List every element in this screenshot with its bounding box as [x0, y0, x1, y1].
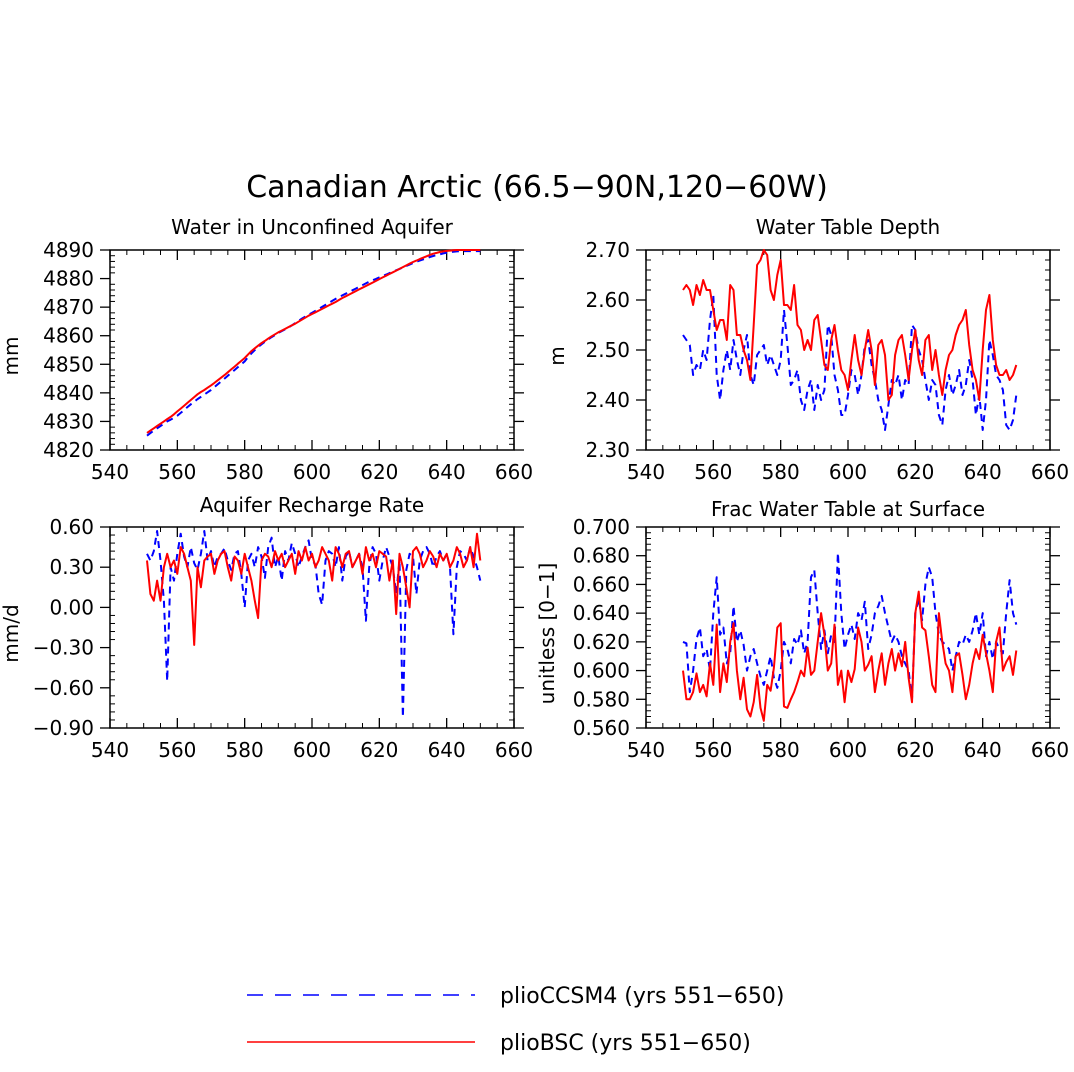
recharge-rate-ytick-label: 0.60 [49, 515, 94, 539]
water-table-depth-ytick-label: 2.60 [585, 288, 630, 312]
aquifer-water-xtick-label: 560 [158, 460, 196, 484]
frac-water-table-ylabel: unitless [0−1] [535, 563, 559, 705]
frac-water-table-ytick-label: 0.700 [573, 515, 630, 539]
water-table-depth-xtick-label: 540 [627, 460, 665, 484]
water-table-depth-xtick-label: 560 [694, 460, 732, 484]
frac-water-table-xtick-label: 600 [829, 738, 867, 762]
aquifer-water-ytick-label: 4850 [43, 352, 94, 376]
recharge-rate-ytick-label: −0.60 [33, 676, 94, 700]
aquifer-water-ylabel: mm [0, 337, 23, 376]
frac-water-table-xtick-label: 540 [627, 738, 665, 762]
recharge-rate-ytick-label: −0.90 [33, 716, 94, 740]
panel-aquifer-water: Water in Unconfined Aquifer mm 540 560 580 60… [0, 215, 533, 484]
frac-water-table-xtick-label: 580 [762, 738, 800, 762]
figure-title: Canadian Arctic (66.5−90N,120−60W) [246, 170, 828, 205]
aquifer-water-ytick-label: 4820 [43, 438, 94, 462]
legend-label-0: plioCCSM4 (yrs 551−650) [500, 984, 784, 1009]
aquifer-water-xtick-label: 600 [293, 460, 331, 484]
recharge-rate-ytick-label: 0.30 [49, 555, 94, 579]
frac-water-table-ytick-label: 0.680 [573, 544, 630, 568]
frac-water-table-ytick-label: 0.660 [573, 572, 630, 596]
aquifer-water-xtick-label: 580 [226, 460, 264, 484]
aquifer-water-ytick-label: 4840 [43, 381, 94, 405]
water-table-depth-ytick-label: 2.30 [585, 438, 630, 462]
water-table-depth-title: Water Table Depth [756, 215, 940, 239]
panel-water-table-depth: Water Table Depth m 540 560 580 600 620 640 660 2… [545, 215, 1069, 484]
recharge-rate-ytick-label: −0.30 [33, 636, 94, 660]
aquifer-water-ytick-label: 4880 [43, 267, 94, 291]
aquifer-water-ytick-label: 4860 [43, 324, 94, 348]
water-table-depth-xtick-label: 600 [829, 460, 867, 484]
frac-water-table-xtick-label: 620 [896, 738, 934, 762]
frac-water-table-ytick-label: 0.580 [573, 687, 630, 711]
legend: plioCCSM4 (yrs 551−650) plioBSC (yrs 551−… [247, 984, 784, 1056]
water-table-depth-xtick-label: 620 [896, 460, 934, 484]
aquifer-water-title: Water in Unconfined Aquifer [171, 215, 454, 239]
recharge-rate-xtick-label: 600 [293, 738, 331, 762]
recharge-rate-xtick-label: 620 [360, 738, 398, 762]
aquifer-water-series-pliobsc-line [146, 249, 481, 434]
water-table-depth-ytick-label: 2.70 [585, 238, 630, 262]
aquifer-water-series-pliocCSM4-line [146, 250, 481, 437]
frac-water-table-plot-frame [645, 526, 1051, 729]
aquifer-water-xtick-label: 540 [91, 460, 129, 484]
water-table-depth-ytick-label: 2.50 [585, 338, 630, 362]
frac-water-table-ytick-label: 0.640 [573, 601, 630, 625]
recharge-rate-xtick-label: 660 [495, 738, 533, 762]
aquifer-water-xtick-label: 660 [495, 460, 533, 484]
panels: Water in Unconfined Aquifer mm 540 560 580 60… [0, 215, 1069, 762]
recharge-rate-xtick-label: 540 [91, 738, 129, 762]
recharge-rate-xtick-label: 640 [428, 738, 466, 762]
recharge-rate-ytick-label: 0.00 [49, 595, 94, 619]
legend-label-1: plioBSC (yrs 551−650) [500, 1031, 751, 1056]
water-table-depth-xtick-label: 580 [762, 460, 800, 484]
aquifer-water-ytick-label: 4890 [43, 238, 94, 262]
water-table-depth-series-pliobsc-line [682, 249, 1018, 401]
water-table-depth-xtick-label: 640 [964, 460, 1002, 484]
panel-frac-water-table: Frac Water Table at Surface unitless [0−1… [535, 497, 1069, 762]
frac-water-table-series-pliocCSM4-line [682, 551, 1018, 701]
water-table-depth-ytick-label: 2.40 [585, 388, 630, 412]
aquifer-water-xtick-label: 620 [360, 460, 398, 484]
frac-water-table-xtick-label: 560 [694, 738, 732, 762]
frac-water-table-ytick-label: 0.620 [573, 630, 630, 654]
frac-water-table-ytick-label: 0.600 [573, 659, 630, 683]
panel-recharge-rate: Aquifer Recharge Rate mm/d 540 560 580 600 620… [0, 493, 533, 762]
aquifer-water-xtick-label: 640 [428, 460, 466, 484]
frac-water-table-title: Frac Water Table at Surface [711, 497, 985, 521]
frac-water-table-series-pliobsc-line [682, 590, 1018, 722]
recharge-rate-series-pliobsc-line [146, 532, 482, 646]
aquifer-water-ytick-label: 4870 [43, 295, 94, 319]
water-table-depth-xtick-label: 660 [1031, 460, 1069, 484]
recharge-rate-title: Aquifer Recharge Rate [200, 493, 425, 517]
frac-water-table-ytick-label: 0.560 [573, 716, 630, 740]
recharge-rate-ylabel: mm/d [0, 604, 23, 662]
water-table-depth-ylabel: m [545, 346, 569, 365]
frac-water-table-xtick-label: 640 [964, 738, 1002, 762]
aquifer-water-ytick-label: 4830 [43, 409, 94, 433]
recharge-rate-xtick-label: 580 [226, 738, 264, 762]
recharge-rate-xtick-label: 560 [158, 738, 196, 762]
frac-water-table-xtick-label: 660 [1031, 738, 1069, 762]
